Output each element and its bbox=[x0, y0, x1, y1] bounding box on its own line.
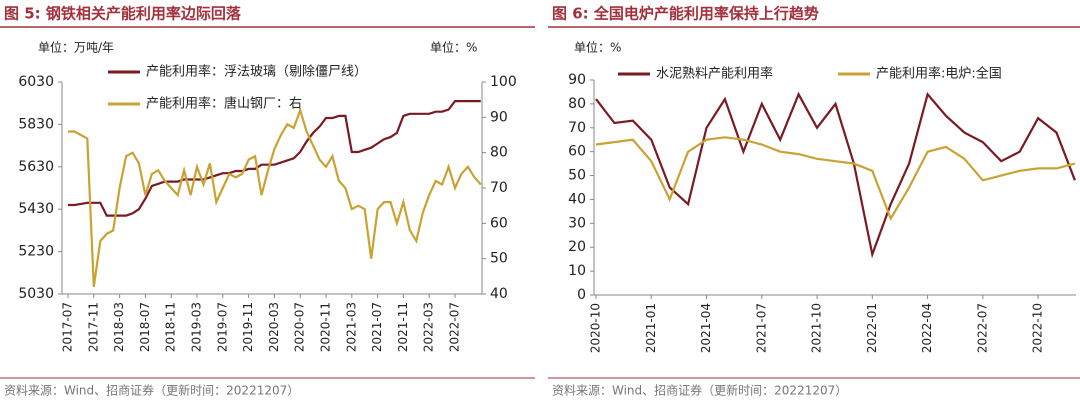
x-tick-label: 2017-07 bbox=[61, 302, 75, 352]
y-tick-label: 20 bbox=[568, 239, 586, 255]
x-tick-label: 2022-03 bbox=[422, 302, 436, 352]
y-tick-label: 70 bbox=[568, 120, 586, 136]
x-tick-label: 2019-11 bbox=[241, 302, 255, 352]
x-tick-label: 2022-07 bbox=[975, 303, 989, 353]
y-tick-label: 5830 bbox=[18, 116, 54, 132]
x-tick-label: 2021-07 bbox=[370, 302, 384, 352]
legend-label: 水泥熟料产能利用率 bbox=[656, 66, 773, 82]
y-tick-label: 5230 bbox=[18, 244, 54, 260]
y-tick-label: 90 bbox=[568, 72, 586, 88]
x-tick-label: 2022-04 bbox=[920, 303, 934, 353]
x-tick-label: 2017-11 bbox=[86, 302, 100, 352]
y-tick-label: 5630 bbox=[18, 159, 54, 175]
y-tick-label: 50 bbox=[568, 168, 586, 184]
x-tick-label: 2020-11 bbox=[319, 302, 333, 352]
legend-label: 产能利用率：浮法玻璃（剔除僵尸线） bbox=[146, 64, 367, 80]
x-tick-label: 2022-01 bbox=[865, 303, 879, 353]
x-tick-label: 2022-07 bbox=[448, 302, 462, 352]
x-tick-label: 2020-03 bbox=[267, 302, 281, 352]
y2-tick-label: 90 bbox=[490, 109, 508, 125]
x-tick-label: 2021-04 bbox=[699, 303, 713, 353]
y-tick-label: 0 bbox=[577, 287, 586, 303]
x-tick-label: 2018-11 bbox=[164, 302, 178, 352]
y-tick-label: 10 bbox=[568, 263, 586, 279]
y2-tick-label: 100 bbox=[490, 74, 517, 90]
y2-tick-label: 70 bbox=[490, 180, 508, 196]
x-tick-label: 2021-11 bbox=[396, 302, 410, 352]
series-line bbox=[595, 91, 1076, 259]
chart-title: 图 5: 钢铁相关产能利用率边际回落 bbox=[4, 5, 242, 23]
series-line bbox=[595, 136, 1076, 222]
y-tick-label: 60 bbox=[568, 144, 586, 160]
y-tick-label: 30 bbox=[568, 215, 586, 231]
chart-title: 图 6: 全国电炉产能利用率保持上行趋势 bbox=[552, 5, 819, 23]
x-tick-label: 2020-07 bbox=[293, 302, 307, 352]
x-tick-label: 2021-03 bbox=[344, 302, 358, 352]
series-line bbox=[68, 106, 482, 288]
x-tick-label: 2018-07 bbox=[138, 302, 152, 352]
y-tick-label: 80 bbox=[568, 96, 586, 112]
unit-label: 单位：万吨/年 bbox=[38, 40, 114, 55]
x-tick-label: 2021-07 bbox=[754, 303, 768, 353]
y2-tick-label: 40 bbox=[490, 286, 508, 302]
legend-label: 产能利用率：唐山钢厂：右 bbox=[146, 96, 302, 112]
x-tick-label: 2019-07 bbox=[215, 302, 229, 352]
x-tick-label: 2021-10 bbox=[810, 303, 824, 353]
y2-tick-label: 60 bbox=[490, 215, 508, 231]
legend-label: 产能利用率:电炉:全国 bbox=[876, 66, 1002, 82]
series-line bbox=[68, 100, 481, 217]
source: 资料来源：Wind、招商证券（更新时间：20221207） bbox=[552, 383, 847, 398]
y2-tick-label: 50 bbox=[490, 251, 508, 267]
x-tick-label: 2020-10 bbox=[589, 303, 603, 353]
unit-label: 单位：% bbox=[574, 40, 621, 55]
y-tick-label: 5430 bbox=[18, 201, 54, 217]
x-tick-label: 2018-03 bbox=[112, 302, 126, 352]
source: 资料来源：Wind、招商证券（更新时间：20221207） bbox=[4, 383, 299, 398]
x-tick-label: 2019-03 bbox=[190, 302, 204, 352]
x-tick-label: 2022-10 bbox=[1031, 303, 1045, 353]
y2-tick-label: 80 bbox=[490, 145, 508, 161]
y-tick-label: 40 bbox=[568, 191, 586, 207]
unit-label: 单位：% bbox=[430, 40, 477, 55]
x-tick-label: 2021-01 bbox=[644, 303, 658, 353]
y-tick-label: 6030 bbox=[18, 74, 54, 90]
y-tick-label: 5030 bbox=[18, 286, 54, 302]
